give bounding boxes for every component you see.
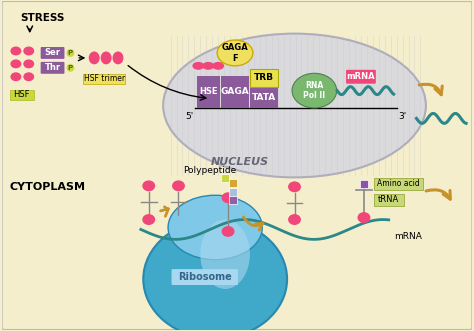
Ellipse shape bbox=[222, 192, 235, 203]
FancyBboxPatch shape bbox=[41, 47, 64, 59]
Ellipse shape bbox=[10, 72, 21, 81]
Text: 3': 3' bbox=[399, 113, 407, 121]
Ellipse shape bbox=[142, 180, 155, 191]
Ellipse shape bbox=[201, 219, 250, 289]
Text: P: P bbox=[68, 65, 73, 71]
Bar bbox=[10, 90, 34, 100]
Ellipse shape bbox=[10, 59, 21, 68]
FancyBboxPatch shape bbox=[172, 269, 238, 285]
Text: NUCLEUS: NUCLEUS bbox=[211, 157, 269, 167]
Text: Polypeptide: Polypeptide bbox=[183, 166, 237, 175]
Ellipse shape bbox=[163, 34, 426, 177]
Text: RNA
Pol II: RNA Pol II bbox=[303, 81, 326, 100]
Bar bbox=[250, 69, 278, 87]
Ellipse shape bbox=[66, 49, 74, 57]
Text: TRB: TRB bbox=[254, 73, 274, 82]
Ellipse shape bbox=[202, 62, 214, 70]
Text: mRNA: mRNA bbox=[346, 72, 375, 81]
Text: HSE: HSE bbox=[199, 87, 218, 96]
Ellipse shape bbox=[172, 180, 185, 191]
Ellipse shape bbox=[292, 73, 337, 108]
Text: tRNA: tRNA bbox=[378, 195, 399, 204]
Text: mRNA: mRNA bbox=[394, 232, 421, 241]
Ellipse shape bbox=[142, 214, 155, 225]
FancyBboxPatch shape bbox=[346, 70, 376, 84]
Bar bbox=[250, 88, 278, 109]
Bar bbox=[229, 196, 237, 204]
Ellipse shape bbox=[192, 62, 204, 70]
FancyBboxPatch shape bbox=[41, 62, 64, 74]
Ellipse shape bbox=[217, 40, 253, 66]
Bar bbox=[221, 174, 229, 182]
FancyArrowPatch shape bbox=[161, 207, 168, 216]
Ellipse shape bbox=[222, 226, 235, 237]
Bar bbox=[374, 194, 403, 206]
Ellipse shape bbox=[288, 214, 301, 225]
Ellipse shape bbox=[100, 51, 111, 64]
Bar bbox=[229, 179, 237, 187]
Text: Amino acid: Amino acid bbox=[377, 179, 420, 188]
Ellipse shape bbox=[212, 62, 224, 70]
Text: P: P bbox=[68, 50, 73, 56]
Text: Thr: Thr bbox=[45, 63, 61, 72]
Ellipse shape bbox=[23, 59, 34, 68]
Ellipse shape bbox=[112, 51, 123, 64]
Text: TATA: TATA bbox=[252, 93, 276, 102]
Ellipse shape bbox=[168, 195, 262, 260]
FancyArrowPatch shape bbox=[426, 190, 450, 199]
Ellipse shape bbox=[143, 219, 287, 331]
FancyArrowPatch shape bbox=[419, 84, 442, 95]
Ellipse shape bbox=[89, 51, 100, 64]
Bar bbox=[360, 180, 368, 188]
Text: HSF trimer: HSF trimer bbox=[83, 74, 125, 83]
Bar bbox=[221, 76, 249, 109]
Text: Ser: Ser bbox=[45, 48, 61, 58]
Ellipse shape bbox=[66, 64, 74, 72]
Ellipse shape bbox=[23, 47, 34, 55]
Ellipse shape bbox=[288, 181, 301, 192]
Bar bbox=[374, 178, 423, 190]
Text: GAGA
F: GAGA F bbox=[222, 43, 248, 63]
Bar bbox=[229, 188, 237, 196]
Bar bbox=[197, 76, 220, 109]
Ellipse shape bbox=[357, 212, 370, 223]
Text: 5': 5' bbox=[185, 113, 193, 121]
Bar bbox=[83, 74, 125, 84]
Text: GAGA: GAGA bbox=[220, 87, 249, 96]
FancyArrowPatch shape bbox=[243, 217, 263, 230]
Ellipse shape bbox=[23, 72, 34, 81]
Ellipse shape bbox=[10, 47, 21, 55]
Text: HSF: HSF bbox=[14, 90, 30, 99]
Text: STRESS: STRESS bbox=[20, 13, 64, 23]
Text: CYTOPLASM: CYTOPLASM bbox=[10, 182, 86, 192]
Text: Ribosome: Ribosome bbox=[178, 272, 232, 282]
